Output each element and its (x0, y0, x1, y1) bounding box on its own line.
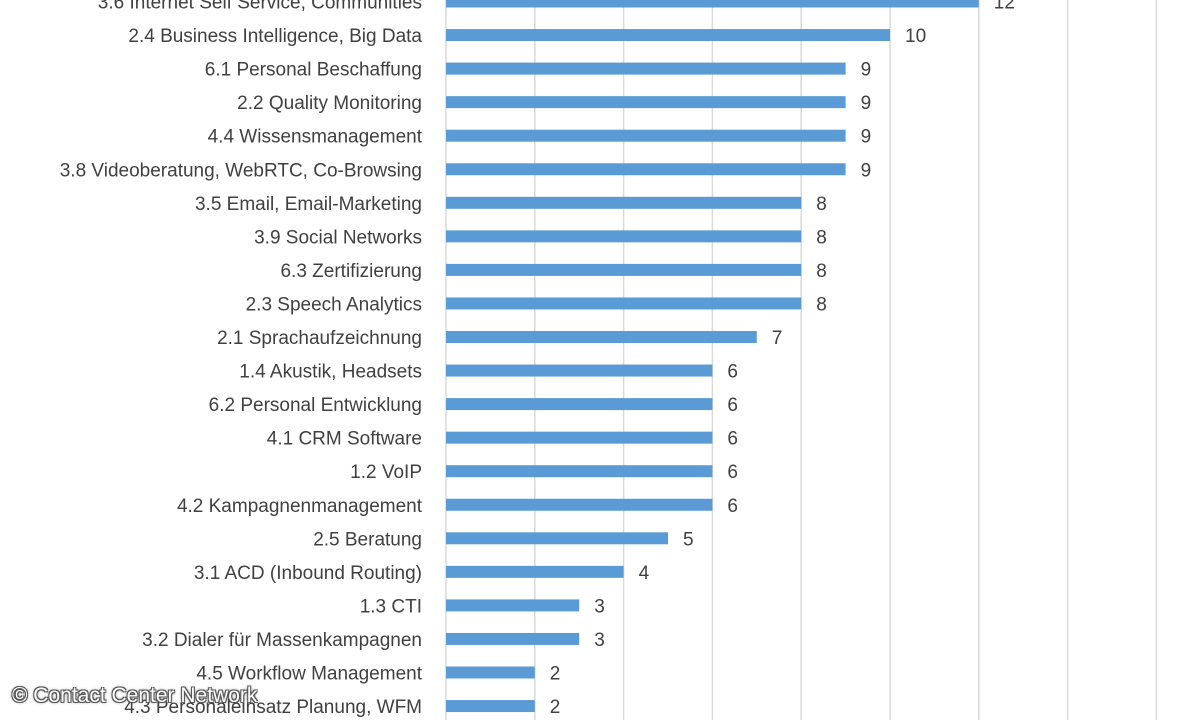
value-label: 9 (861, 127, 872, 148)
value-label: 2 (550, 697, 561, 718)
category-label: 4.4 Wissensmanagement (208, 127, 423, 148)
category-label: 2.4 Business Intelligence, Big Data (128, 26, 422, 47)
value-label: 6 (727, 496, 738, 517)
bar (446, 431, 713, 444)
value-label: 9 (861, 160, 872, 181)
value-labels: 12 10 9 9 9 9 8 8 8 8 7 6 6 6 6 6 5 4 3 3 2 2 (550, 0, 1015, 718)
copyright-watermark: © Contact Center Network (12, 684, 258, 707)
value-label: 8 (816, 227, 827, 248)
category-label: 1.3 CTI (360, 596, 422, 617)
category-label: 2.3 Speech Analytics (246, 294, 422, 315)
bar (446, 297, 802, 310)
bar (446, 465, 713, 478)
category-label: 4.1 CRM Software (267, 429, 422, 450)
value-label: 3 (594, 596, 605, 617)
value-label: 9 (861, 93, 872, 114)
category-label: 4.3 Personaleinsatz Planung, WFM (124, 697, 422, 718)
bar (446, 331, 757, 343)
gridlines (445, 0, 1158, 720)
bar (446, 498, 713, 511)
bar (446, 565, 624, 578)
bar (446, 29, 890, 42)
bar (446, 196, 802, 209)
bar (446, 398, 713, 411)
category-label: 3.8 Videoberatung, WebRTC, Co-Browsing (60, 160, 422, 181)
value-label: 2 (550, 664, 561, 685)
value-label: 8 (816, 294, 827, 315)
value-label: 5 (683, 529, 694, 550)
category-label: 4.2 Kampagnenmanagement (177, 496, 423, 517)
value-label: 4 (639, 563, 650, 584)
category-label: 3.6 Internet Self Service, Communities (98, 0, 422, 14)
bar (446, 263, 802, 276)
bar (446, 700, 535, 713)
bar (446, 62, 846, 75)
bar (446, 163, 846, 176)
category-label: 3.1 ACD (Inbound Routing) (194, 563, 422, 584)
category-label: 6.1 Personal Beschaffung (205, 60, 422, 81)
value-label: 6 (727, 462, 738, 483)
value-label: 6 (727, 429, 738, 450)
bar (446, 364, 713, 377)
value-label: 9 (861, 60, 872, 81)
value-label: 12 (994, 0, 1015, 14)
category-label: 6.3 Zertifizierung (280, 261, 422, 282)
category-label: 3.9 Social Networks (254, 227, 422, 248)
bar (446, 599, 580, 612)
bar (446, 632, 580, 645)
value-label: 6 (727, 362, 738, 383)
value-label: 3 (594, 630, 605, 651)
bar (446, 96, 846, 109)
category-label: 2.5 Beratung (313, 529, 422, 550)
category-label: 1.2 VoIP (350, 462, 422, 483)
bar (446, 0, 979, 8)
category-label: 4.5 Workflow Management (196, 664, 422, 685)
value-label: 8 (816, 261, 827, 282)
category-label: 3.5 Email, Email-Marketing (195, 194, 422, 215)
value-label: 6 (727, 395, 738, 416)
category-labels: 3.6 Internet Self Service, Communities 2.… (60, 0, 423, 718)
bar (446, 230, 802, 243)
category-label: 3.2 Dialer für Massenkampagnen (142, 630, 422, 651)
bar (446, 532, 668, 545)
value-label: 8 (816, 194, 827, 215)
value-label: 10 (905, 26, 926, 47)
bar (446, 129, 846, 142)
bars (446, 0, 979, 713)
category-label: 6.2 Personal Entwicklung (209, 395, 422, 416)
category-label: 1.4 Akustik, Headsets (239, 362, 422, 383)
category-label: 2.1 Sprachaufzeichnung (217, 328, 422, 349)
bar (446, 666, 535, 679)
category-label: 2.2 Quality Monitoring (237, 93, 422, 114)
value-label: 7 (772, 328, 783, 349)
